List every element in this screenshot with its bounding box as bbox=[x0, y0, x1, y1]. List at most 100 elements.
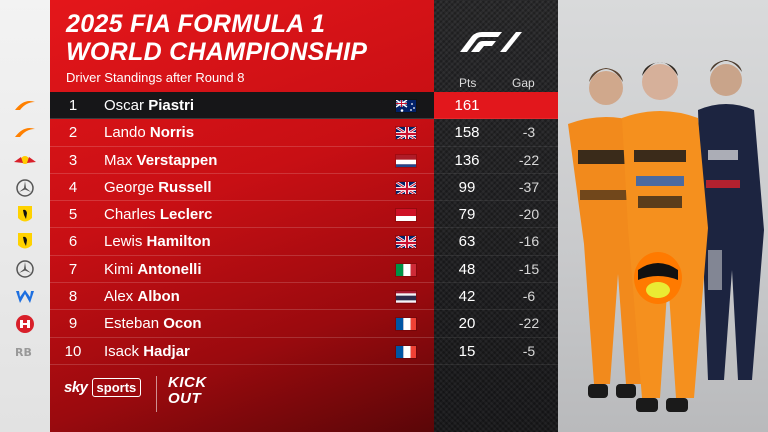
racing-bulls-logo-icon: RB bbox=[15, 346, 32, 358]
logo-divider bbox=[156, 376, 157, 412]
team-logo: RB bbox=[0, 338, 50, 365]
points: 20 bbox=[458, 315, 476, 333]
driver-last-name: Leclerc bbox=[159, 206, 213, 224]
driver-first-name: Oscar bbox=[104, 97, 145, 114]
svg-text:RB: RB bbox=[15, 346, 32, 358]
driver-name: Lewis Hamilton bbox=[104, 228, 211, 255]
position: 6 bbox=[68, 233, 78, 251]
position: 10 bbox=[64, 342, 82, 360]
netherlands-flag-icon bbox=[395, 153, 417, 168]
kickout-logo: KICK OUT bbox=[168, 374, 207, 407]
team-logo bbox=[0, 228, 50, 255]
france-flag-icon bbox=[395, 344, 417, 359]
team-logo bbox=[0, 283, 50, 310]
mercedes-logo-icon bbox=[16, 178, 34, 197]
uk-flag-icon bbox=[395, 126, 417, 141]
italy-flag-icon bbox=[395, 262, 417, 277]
driver-name: Alex Albon bbox=[104, 283, 180, 310]
standings-row: 5 Charles Leclerc 79 -20 bbox=[0, 201, 558, 229]
standings-row: 1 Oscar Piastri 161 bbox=[0, 92, 558, 120]
position: 3 bbox=[68, 151, 78, 169]
leader-highlight bbox=[50, 92, 434, 120]
driver-name: Lando Norris bbox=[104, 119, 194, 146]
title-line-1: 2025 FIA FORMULA 1 bbox=[66, 10, 326, 38]
gap: -20 bbox=[518, 206, 540, 223]
driver-first-name: Alex bbox=[104, 288, 134, 306]
standings-table: 1 Oscar Piastri 161 2 Lando Norris 158 -3 3 Max … bbox=[0, 92, 558, 365]
driver-photo bbox=[558, 0, 768, 432]
driver-name: Charles Leclerc bbox=[104, 201, 212, 228]
gap: -3 bbox=[522, 124, 536, 141]
ferrari-logo-icon bbox=[18, 233, 32, 249]
team-logo bbox=[0, 256, 50, 283]
standings-row: 4 George Russell 99 -37 bbox=[0, 174, 558, 202]
driver-last-name: Hamilton bbox=[146, 233, 211, 251]
standings-row: 6 Lewis Hamilton 63 -16 bbox=[0, 228, 558, 256]
standings-row: 2 Lando Norris 158 -3 bbox=[0, 119, 558, 147]
gap: -22 bbox=[518, 151, 540, 168]
points: 63 bbox=[458, 233, 476, 251]
mclaren-logo-icon bbox=[15, 100, 35, 110]
points: 158 bbox=[454, 124, 480, 142]
gap: -5 bbox=[522, 342, 536, 359]
uk-flag-icon bbox=[395, 180, 417, 195]
driver-name: Kimi Antonelli bbox=[104, 256, 202, 283]
team-logo bbox=[0, 119, 50, 146]
driver-last-name: Piastri bbox=[148, 97, 195, 114]
france-flag-icon bbox=[395, 317, 417, 332]
driver-name: Oscar Piastri bbox=[104, 92, 194, 119]
driver-first-name: Charles bbox=[104, 206, 156, 224]
driver-last-name: Albon bbox=[137, 288, 180, 306]
gap: -15 bbox=[518, 260, 540, 277]
standings-row: 9 Esteban Ocon 20 -22 bbox=[0, 310, 558, 338]
f1-logo bbox=[460, 32, 522, 52]
driver-first-name: Max bbox=[104, 151, 133, 169]
position: 8 bbox=[68, 288, 78, 306]
drivers-illustration bbox=[568, 60, 764, 412]
driver-last-name: Hadjar bbox=[143, 342, 190, 360]
title-line-2: WORLD CHAMPIONSHIP bbox=[66, 38, 368, 66]
standings-row: 7 Kimi Antonelli 48 -15 bbox=[0, 256, 558, 284]
driver-name: Isack Hadjar bbox=[104, 338, 190, 365]
team-logo bbox=[0, 92, 50, 119]
standings-panel bbox=[0, 0, 434, 432]
sky-wordmark: sky bbox=[64, 379, 88, 396]
position: 1 bbox=[68, 97, 78, 114]
driver-last-name: Norris bbox=[149, 124, 195, 142]
points: 48 bbox=[458, 260, 476, 278]
leader-points-highlight bbox=[434, 92, 558, 120]
position: 4 bbox=[68, 178, 78, 196]
driver-first-name: Lando bbox=[104, 124, 146, 142]
driver-first-name: Lewis bbox=[104, 233, 143, 251]
driver-last-name: Ocon bbox=[163, 315, 202, 333]
williams-logo-icon bbox=[16, 289, 34, 303]
gap-column-header: Gap bbox=[512, 76, 535, 90]
driver-name: Max Verstappen bbox=[104, 147, 217, 174]
driver-first-name: Esteban bbox=[104, 315, 160, 333]
subtitle: Driver Standings after Round 8 bbox=[66, 70, 245, 85]
standings-row: 3 Max Verstappen 136 -22 bbox=[0, 147, 558, 174]
team-logo bbox=[0, 310, 50, 337]
standings-row: 8 Alex Albon 42 -6 bbox=[0, 283, 558, 311]
gap: -22 bbox=[518, 315, 540, 332]
thailand-flag-icon bbox=[395, 290, 417, 305]
team-logo bbox=[0, 201, 50, 228]
gap: -37 bbox=[518, 178, 540, 195]
points: 161 bbox=[454, 97, 480, 114]
australia-flag-icon bbox=[395, 99, 417, 113]
driver-first-name: Isack bbox=[104, 342, 140, 360]
position: 5 bbox=[68, 206, 78, 224]
driver-first-name: Kimi bbox=[104, 260, 134, 278]
points: 136 bbox=[454, 151, 480, 169]
points: 15 bbox=[458, 342, 476, 360]
gap: -16 bbox=[518, 233, 540, 250]
position: 7 bbox=[68, 260, 78, 278]
driver-last-name: Russell bbox=[158, 178, 212, 196]
uk-flag-icon bbox=[395, 235, 417, 250]
points: 42 bbox=[458, 288, 476, 306]
sky-sports-logo: sky sports bbox=[64, 378, 142, 397]
driver-first-name: George bbox=[104, 178, 155, 196]
driver-last-name: Verstappen bbox=[136, 151, 218, 169]
points-panel bbox=[434, 0, 558, 432]
